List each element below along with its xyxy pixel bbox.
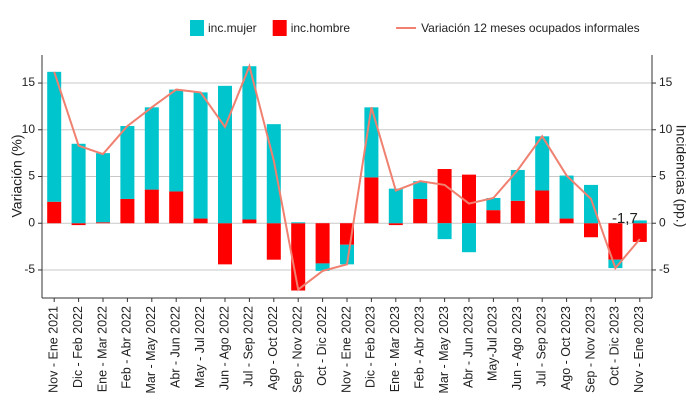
x-tick-label: Jul - Sep 2023 bbox=[534, 306, 548, 387]
x-tick-label: Sep - Nov 2022 bbox=[290, 306, 304, 393]
bar bbox=[340, 244, 354, 265]
x-tick-label: Dic - Feb 2022 bbox=[71, 306, 85, 388]
bar bbox=[266, 223, 281, 260]
x-tick-label: Nov - Ene 2023 bbox=[632, 306, 646, 393]
x-tick-label: Ago - Oct 2022 bbox=[266, 306, 280, 390]
bar bbox=[413, 181, 428, 199]
bar bbox=[120, 198, 135, 224]
line bbox=[53, 63, 641, 292]
bar bbox=[169, 89, 184, 192]
bar bbox=[608, 223, 623, 260]
bar bbox=[437, 223, 452, 240]
x-tick-label: Nov - Ene 2022 bbox=[339, 306, 353, 393]
y2-tick-label: 15 bbox=[659, 75, 673, 89]
bar bbox=[47, 201, 62, 224]
legend-swatch bbox=[190, 20, 204, 36]
x-tick-label: Oct - Dic 2023 bbox=[608, 306, 622, 386]
bar bbox=[291, 222, 306, 224]
x-tick-label: Feb - Abr 2022 bbox=[120, 306, 134, 389]
bar bbox=[315, 263, 330, 271]
bar bbox=[47, 71, 62, 202]
bar bbox=[315, 223, 330, 264]
bar bbox=[218, 223, 232, 265]
legend-label: inc.hombre bbox=[291, 21, 351, 35]
x-tick-label: Mar - May 2023 bbox=[437, 306, 451, 394]
y-tick-label: 0 bbox=[28, 215, 35, 229]
bar bbox=[486, 197, 501, 211]
y-tick-label: 10 bbox=[22, 122, 36, 136]
x-tick-label: Ene - Mar 2022 bbox=[95, 306, 109, 392]
legend-label: Variación 12 meses ocupados informales bbox=[421, 21, 640, 35]
legend-swatch bbox=[272, 20, 287, 36]
bar bbox=[584, 223, 598, 238]
bar bbox=[193, 92, 208, 219]
bar bbox=[510, 200, 525, 224]
x-tick-label: Feb - Abr 2023 bbox=[412, 306, 426, 389]
bar bbox=[291, 223, 306, 291]
y2-tick-label: 10 bbox=[659, 122, 673, 136]
bar bbox=[169, 191, 184, 224]
y-axis-title: Variación (%) bbox=[9, 135, 25, 218]
y-tick-label: -5 bbox=[24, 262, 35, 276]
bar bbox=[388, 188, 403, 224]
y-tick-label: 15 bbox=[22, 75, 36, 89]
bar bbox=[144, 189, 159, 224]
y2-tick-label: 0 bbox=[659, 215, 666, 229]
y2-tick-label: 5 bbox=[659, 169, 666, 183]
legend-label: inc.mujer bbox=[208, 21, 257, 35]
bar bbox=[462, 223, 476, 253]
bar bbox=[535, 190, 550, 224]
bar bbox=[388, 223, 403, 226]
bar bbox=[584, 184, 598, 224]
bar bbox=[535, 136, 550, 191]
data-label: -1,7 bbox=[612, 210, 638, 227]
bar bbox=[559, 175, 574, 219]
x-tick-label: Jul - Sep 2022 bbox=[242, 306, 256, 387]
bar bbox=[242, 219, 257, 224]
x-tick-label: Nov - Ene 2021 bbox=[46, 306, 60, 393]
bar bbox=[120, 126, 135, 199]
bar bbox=[437, 169, 452, 224]
bar bbox=[71, 223, 86, 226]
x-tick-label: Jun - Ago 2022 bbox=[217, 306, 231, 390]
y2-tick-label: -5 bbox=[659, 262, 670, 276]
x-tick-label: Abr - Jun 2022 bbox=[168, 306, 182, 388]
bar bbox=[510, 169, 525, 201]
bar bbox=[218, 85, 232, 224]
bar bbox=[71, 143, 86, 224]
bar bbox=[608, 259, 623, 269]
bar bbox=[632, 223, 647, 242]
x-tick-label: Ago - Oct 2023 bbox=[559, 306, 573, 390]
bar bbox=[486, 210, 501, 224]
x-tick-label: Mar - May 2022 bbox=[144, 306, 158, 394]
y2-axis-title: Incidencias (pp.) bbox=[673, 125, 686, 228]
bar bbox=[193, 218, 208, 224]
bar bbox=[96, 153, 110, 223]
bar bbox=[559, 218, 574, 224]
x-tick-label: Dic - Feb 2023 bbox=[364, 306, 378, 388]
y-tick-label: 5 bbox=[28, 169, 35, 183]
x-tick-label: Sep - Nov 2023 bbox=[583, 306, 597, 393]
x-tick-label: Oct - Dic 2022 bbox=[315, 306, 329, 386]
bar bbox=[144, 107, 159, 190]
x-tick-label: Jun - Ago 2023 bbox=[510, 306, 524, 390]
x-tick-label: Ene - Mar 2023 bbox=[388, 306, 402, 392]
bar bbox=[364, 177, 379, 224]
x-tick-label: Abr - Jun 2023 bbox=[461, 306, 475, 388]
bar bbox=[413, 198, 428, 224]
bar bbox=[462, 174, 476, 224]
x-tick-label: May - Jul 2022 bbox=[193, 306, 207, 388]
bar bbox=[632, 220, 647, 224]
x-tick-label: May-Jul 2023 bbox=[486, 306, 500, 381]
bar bbox=[242, 66, 257, 220]
bar bbox=[96, 222, 110, 224]
